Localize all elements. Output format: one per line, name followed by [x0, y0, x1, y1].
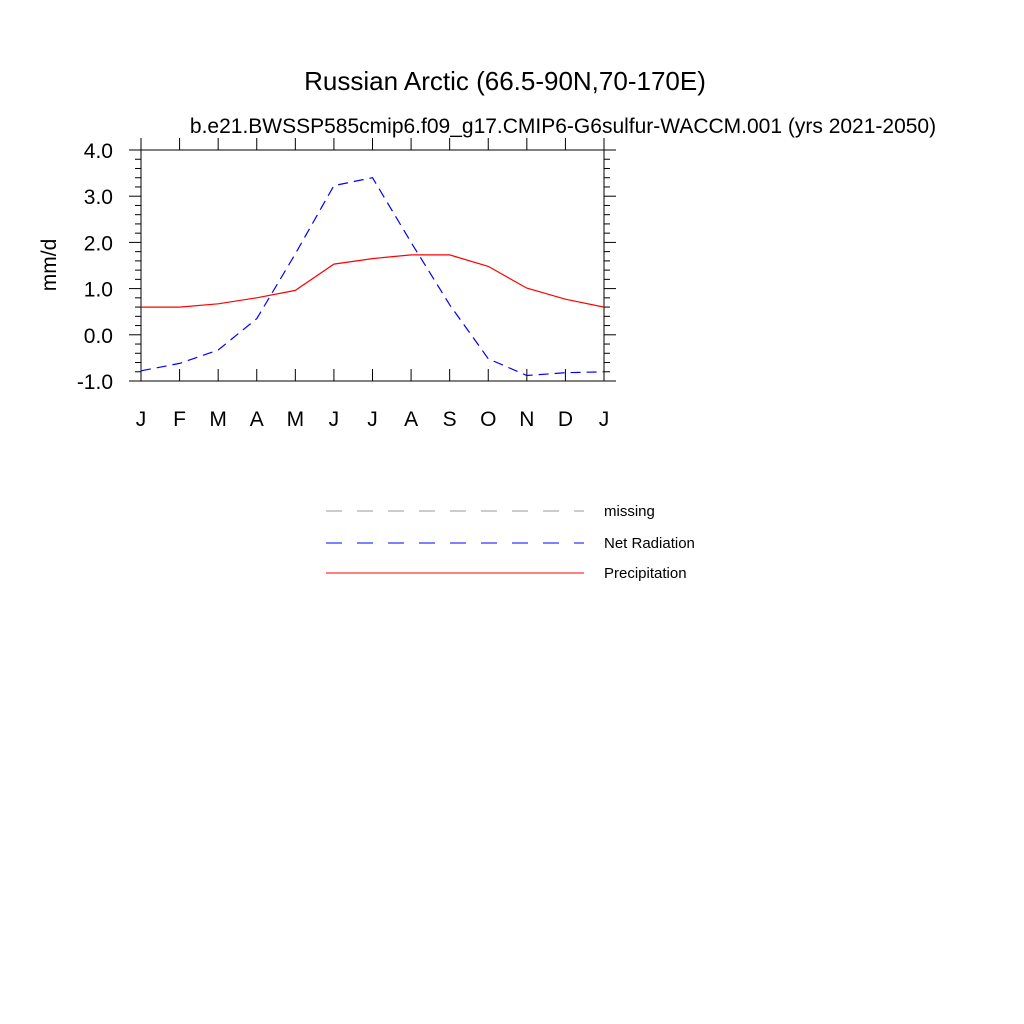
- x-tick-label: O: [480, 408, 496, 431]
- chart-title: Russian Arctic (66.5-90N,70-170E): [304, 66, 706, 96]
- x-tick-label: D: [558, 408, 573, 431]
- series-line-precipitation: [141, 254, 605, 308]
- plot-frame: [140, 149, 605, 382]
- legend-label: missing: [604, 503, 655, 520]
- x-tick-label: J: [599, 408, 610, 431]
- x-tick-label: M: [287, 408, 305, 431]
- x-tick-label: A: [250, 408, 264, 431]
- y-tick-label: -1.0: [77, 371, 113, 394]
- x-tick-label: F: [173, 408, 186, 431]
- y-tick-label: 2.0: [84, 232, 113, 255]
- x-tick-label: M: [209, 408, 227, 431]
- legend-label: Net Radiation: [604, 535, 695, 552]
- x-tick-label: J: [136, 408, 147, 431]
- plot-area: -1.00.01.02.03.04.0J F M A M J J A S O N D J: [77, 138, 616, 431]
- y-tick-label: 3.0: [84, 186, 113, 209]
- y-tick-label: 4.0: [84, 140, 113, 163]
- x-tick-label: N: [519, 408, 534, 431]
- x-tick-label: J: [329, 408, 340, 431]
- x-tick-label: J: [367, 408, 378, 431]
- x-tick-label: S: [443, 408, 457, 431]
- y-axis-label: mm/d: [38, 239, 61, 292]
- y-tick-label: 1.0: [84, 279, 113, 302]
- x-tick-label: A: [404, 408, 418, 431]
- series-line-net-radiation: [140, 177, 605, 377]
- legend-label: Precipitation: [604, 565, 687, 582]
- legend: missing Net Radiation Precipitation: [326, 503, 695, 582]
- y-tick-label: 0.0: [84, 325, 113, 348]
- chart-subtitle: b.e21.BWSSP585cmip6.f09_g17.CMIP6-G6sulf…: [190, 115, 936, 138]
